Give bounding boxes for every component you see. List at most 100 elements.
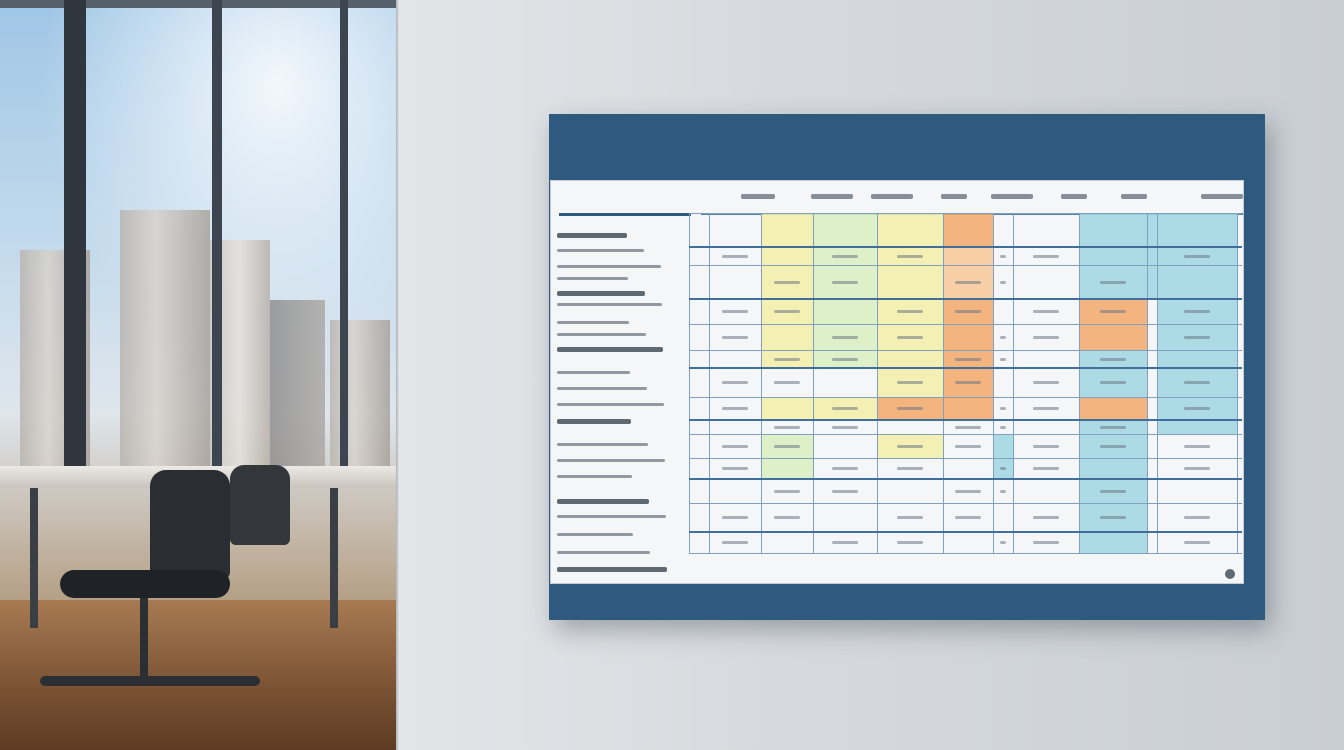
illegible-cell-mark: [722, 381, 748, 384]
window-mullion: [340, 0, 348, 480]
illegible-cell-mark: [722, 310, 748, 313]
illegible-cell-mark: [832, 280, 858, 284]
illegible-cell-mark: [722, 516, 748, 519]
illegible-cell-mark: [1100, 310, 1126, 313]
illegible-cell-mark: [955, 280, 981, 284]
illegible-cell-mark: [722, 541, 748, 544]
grid-column-line: [877, 213, 878, 553]
illegible-row-label: [557, 459, 665, 462]
grid-row-line: [689, 246, 1242, 248]
grid-column-line: [813, 213, 814, 553]
illegible-cell-mark: [955, 516, 981, 519]
illegible-cell-mark: [955, 445, 981, 448]
illegible-cell-mark: [832, 336, 858, 339]
illegible-cell-mark: [1184, 445, 1210, 448]
illegible-cell-mark: [897, 310, 923, 313]
illegible-cell-mark: [1184, 381, 1210, 384]
illegible-cell-mark: [955, 381, 981, 384]
schedule-cell-highlight: [1147, 213, 1157, 298]
illegible-cell-mark: [1000, 280, 1006, 284]
illegible-row-label: [557, 303, 662, 306]
illegible-cell-mark: [1033, 381, 1059, 384]
illegible-cell-mark: [722, 467, 748, 470]
illegible-cell-mark: [1100, 489, 1126, 493]
illegible-cell-mark: [1100, 381, 1126, 384]
illegible-cell-mark: [1184, 254, 1210, 258]
illegible-column-heading: [1121, 194, 1147, 199]
chair-stem: [140, 598, 148, 678]
schedule-cell-highlight: [1079, 213, 1147, 298]
illegible-cell-mark: [774, 381, 800, 384]
city-building: [330, 320, 390, 470]
illegible-cell-mark: [1033, 541, 1059, 544]
grid-row-line: [689, 419, 1242, 421]
illegible-cell-mark: [1033, 310, 1059, 313]
illegible-row-label: [557, 249, 644, 252]
illegible-row-label: [557, 265, 661, 268]
illegible-cell-mark: [897, 254, 923, 258]
illegible-row-label: [557, 333, 646, 336]
illegible-cell-mark: [1100, 357, 1126, 361]
grid-row-line: [689, 397, 1242, 398]
illegible-row-label: [557, 387, 647, 390]
illegible-cell-mark: [722, 445, 748, 448]
chair-seat: [60, 570, 230, 598]
grid-row-line: [689, 367, 1242, 369]
illegible-cell-mark: [722, 254, 748, 258]
illegible-cell-mark: [897, 381, 923, 384]
window-frame: [0, 0, 398, 8]
grid-row-line: [689, 458, 1242, 459]
illegible-row-label: [557, 403, 664, 406]
desk-leg: [330, 488, 338, 628]
grid-row-line: [689, 213, 1242, 214]
schedule-cell-highlight: [993, 434, 1013, 478]
illegible-column-heading: [741, 194, 775, 199]
illegible-row-label: [557, 419, 631, 424]
illegible-cell-mark: [897, 541, 923, 544]
illegible-cell-mark: [1000, 254, 1006, 258]
illegible-column-heading: [1201, 194, 1243, 199]
illegible-cell-mark: [774, 489, 800, 493]
illegible-row-label: [557, 321, 629, 324]
grid-row-line: [689, 324, 1242, 325]
schedule-cell-highlight: [943, 213, 993, 246]
illegible-cell-mark: [832, 407, 858, 410]
grid-row-line: [689, 265, 1242, 266]
schedule-cell-highlight: [761, 397, 877, 419]
illegible-cell-mark: [722, 336, 748, 339]
illegible-column-heading: [871, 194, 913, 199]
illegible-cell-mark: [955, 425, 981, 429]
grid-column-line: [943, 213, 944, 553]
illegible-cell-mark: [1184, 541, 1210, 544]
illegible-row-label: [557, 277, 628, 280]
illegible-cell-mark: [832, 254, 858, 258]
grid-column-line: [1079, 213, 1080, 553]
schedule-sheet: [550, 180, 1244, 584]
illegible-cell-mark: [1000, 541, 1006, 544]
illegible-cell-mark: [1184, 516, 1210, 519]
illegible-cell-mark: [832, 541, 858, 544]
illegible-cell-mark: [1100, 445, 1126, 448]
illegible-cell-mark: [897, 467, 923, 470]
illegible-cell-mark: [1184, 467, 1210, 470]
illegible-cell-mark: [1184, 310, 1210, 313]
grid-row-line: [689, 503, 1242, 504]
label-column-header: [559, 181, 691, 216]
office-chair: [230, 465, 290, 545]
grid-column-line: [1157, 213, 1158, 553]
grid-column-line: [761, 213, 762, 553]
illegible-column-heading: [811, 194, 853, 199]
grid-row-line: [689, 434, 1242, 435]
grid-column-line: [1013, 213, 1014, 553]
grid-row-line: [689, 531, 1242, 533]
illegible-cell-mark: [1033, 407, 1059, 410]
illegible-cell-mark: [1100, 280, 1126, 284]
illegible-column-heading: [1061, 194, 1087, 199]
illegible-cell-mark: [832, 357, 858, 361]
illegible-row-label: [557, 551, 650, 554]
grid-column-line: [689, 213, 690, 553]
illegible-cell-mark: [1000, 425, 1006, 429]
illegible-cell-mark: [897, 336, 923, 339]
illegible-cell-mark: [1033, 445, 1059, 448]
illegible-cell-mark: [1100, 516, 1126, 519]
